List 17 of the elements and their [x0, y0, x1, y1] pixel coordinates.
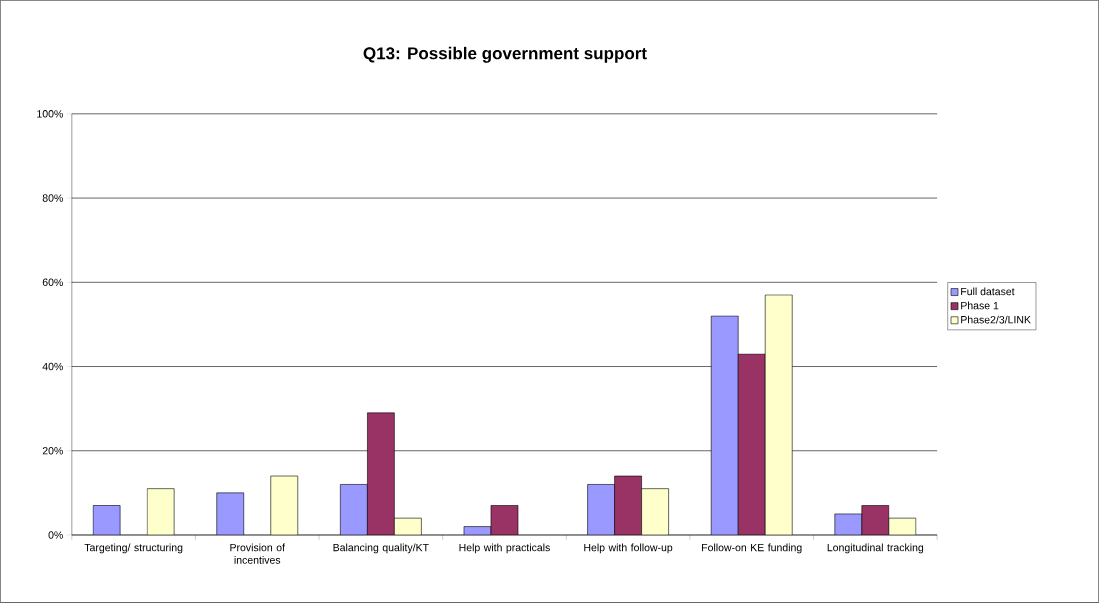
legend-label: Phase 1: [961, 301, 999, 310]
legend-label: Full dataset: [961, 287, 1015, 296]
x-tick-label: Help with practicals: [459, 543, 550, 554]
chart-title: Q13: Possible government support: [363, 46, 647, 63]
legend-label: Phase2/3/LINK: [961, 315, 1031, 324]
x-tick-label: Targeting/ structuring: [84, 543, 183, 554]
x-tick-label: Follow-on KE funding: [702, 543, 802, 554]
y-tick-label: 100%: [37, 110, 63, 118]
x-tick-label: Longitudinal tracking: [827, 543, 924, 554]
x-tick-label: Balancing quality/KT: [333, 543, 429, 554]
y-tick-label: 60%: [42, 278, 63, 287]
y-tick-label: 20%: [42, 447, 63, 455]
y-tick-label: 0%: [48, 531, 63, 539]
x-tick-label: Help with follow-up: [584, 543, 673, 554]
x-tick-label: Provision of incentives: [230, 543, 285, 564]
y-tick-label: 40%: [42, 362, 63, 371]
y-tick-label: 80%: [42, 194, 63, 202]
